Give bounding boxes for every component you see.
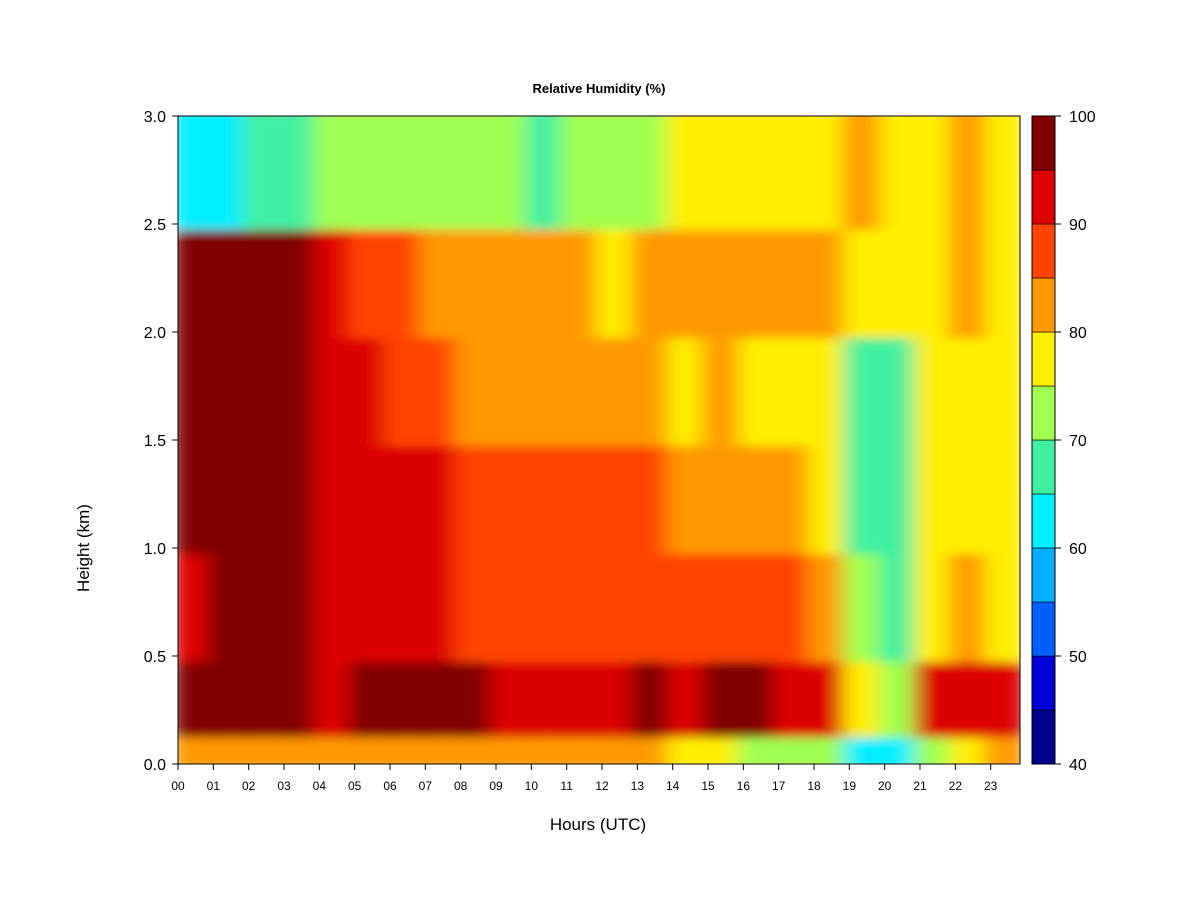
colorbar-swatch [1031, 331, 1056, 387]
x-tick-label: 22 [949, 779, 963, 793]
y-tick-label: 2.5 [144, 217, 166, 234]
colorbar-swatch [1031, 439, 1056, 495]
colorbar-swatch [1031, 709, 1056, 765]
x-tick-label: 19 [843, 779, 857, 793]
y-tick-label: 1.0 [144, 541, 166, 558]
x-tick-label: 04 [313, 779, 327, 793]
x-axis-title: Hours (UTC) [550, 815, 646, 834]
colorbar-swatch [1031, 277, 1056, 333]
heatmap-area [178, 116, 1020, 764]
heatmap-cell [984, 116, 1020, 230]
x-tick-label: 02 [242, 779, 256, 793]
y-axis: 0.0 0.5 1.0 1.5 2.0 2.5 3.0 [144, 109, 179, 774]
y-tick-label: 3.0 [144, 109, 166, 126]
y-tick-label: 1.5 [144, 433, 166, 450]
x-tick-label: 10 [525, 779, 539, 793]
colorbar-swatch [1031, 493, 1056, 549]
heatmap-cell [984, 542, 1020, 662]
x-tick-label: 17 [772, 779, 786, 793]
x-tick-label: 18 [807, 779, 821, 793]
colorbar-tick-label: 100 [1069, 109, 1096, 126]
x-tick-label: 12 [595, 779, 609, 793]
colorbar-tick-label: 40 [1069, 757, 1087, 774]
colorbar-tick-label: 80 [1069, 325, 1087, 342]
x-tick-label: 01 [207, 779, 221, 793]
colorbar-swatch [1031, 385, 1056, 441]
heatmap-cell [984, 326, 1020, 446]
x-axis: 00 01 02 03 04 05 06 07 08 09 10 11 12 13 14 15 16 17 18 19… [171, 763, 998, 793]
y-tick-label: 2.0 [144, 325, 166, 342]
x-tick-label: 00 [171, 779, 185, 793]
colorbar-swatch [1031, 547, 1056, 603]
x-tick-label: 15 [701, 779, 715, 793]
x-tick-label: 20 [878, 779, 892, 793]
x-tick-label: 03 [277, 779, 291, 793]
x-tick-label: 23 [984, 779, 998, 793]
y-tick-label: 0.0 [144, 757, 166, 774]
y-tick-label: 0.5 [144, 649, 166, 666]
chart-title: Relative Humidity (%) [533, 81, 666, 96]
colorbar-swatch [1031, 115, 1056, 171]
x-tick-label: 08 [454, 779, 468, 793]
heatmap-cell [984, 434, 1020, 554]
x-tick-label: 14 [666, 779, 680, 793]
colorbar-swatch [1031, 601, 1056, 657]
x-tick-label: 13 [631, 779, 645, 793]
colorbar-swatch [1031, 169, 1056, 225]
x-tick-label: 09 [489, 779, 503, 793]
colorbar-tick-label: 50 [1069, 649, 1087, 666]
x-tick-label: 07 [419, 779, 433, 793]
heatmap-cell [984, 218, 1020, 338]
colorbar-swatch [1031, 223, 1056, 279]
colorbar-tick-label: 60 [1069, 541, 1087, 558]
x-tick-label: 06 [383, 779, 397, 793]
colorbar-tick-label: 90 [1069, 217, 1087, 234]
colorbar-swatch [1031, 655, 1056, 711]
colorbar: 40 50 60 70 80 90 100 [1031, 109, 1096, 774]
colorbar-tick-label: 70 [1069, 433, 1087, 450]
x-tick-label: 05 [348, 779, 362, 793]
y-axis-title: Height (km) [74, 504, 93, 592]
heatmap-cell [984, 650, 1020, 738]
x-tick-label: 11 [560, 779, 573, 793]
x-tick-label: 21 [913, 779, 927, 793]
x-tick-label: 16 [737, 779, 751, 793]
